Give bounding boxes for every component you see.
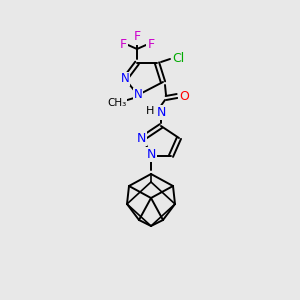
Text: N: N	[136, 131, 146, 145]
Text: H: H	[146, 106, 154, 116]
Text: N: N	[146, 148, 156, 160]
Text: O: O	[179, 89, 189, 103]
Text: N: N	[156, 106, 166, 118]
Text: F: F	[119, 38, 127, 50]
Text: F: F	[147, 38, 155, 50]
Text: N: N	[134, 88, 142, 101]
Text: F: F	[134, 31, 141, 44]
Text: Cl: Cl	[172, 52, 184, 65]
Text: CH₃: CH₃	[107, 98, 127, 108]
Text: N: N	[121, 73, 129, 85]
